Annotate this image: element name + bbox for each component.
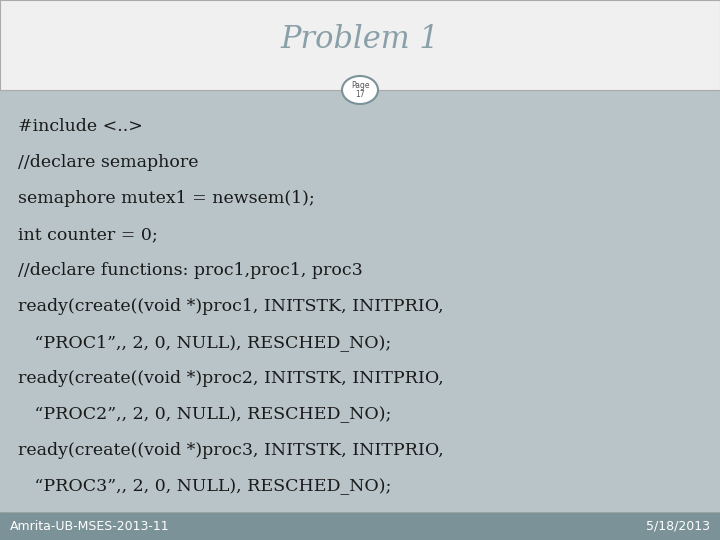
Text: 5/18/2013: 5/18/2013 [646, 519, 710, 532]
Text: “PROC1”,, 2, 0, NULL), RESCHED_NO);: “PROC1”,, 2, 0, NULL), RESCHED_NO); [18, 334, 391, 351]
Text: “PROC3”,, 2, 0, NULL), RESCHED_NO);: “PROC3”,, 2, 0, NULL), RESCHED_NO); [18, 478, 392, 495]
Text: #include <..>: #include <..> [18, 118, 143, 135]
Text: “PROC2”,, 2, 0, NULL), RESCHED_NO);: “PROC2”,, 2, 0, NULL), RESCHED_NO); [18, 406, 392, 423]
Bar [0, 512, 720, 540]
Text: semaphore mutex1 = newsem(1);: semaphore mutex1 = newsem(1); [18, 190, 315, 207]
Text: Page
17: Page 17 [351, 80, 369, 99]
Text: //declare semaphore: //declare semaphore [18, 154, 199, 171]
Text: ready(create((void *)proc1, INITSTK, INITPRIO,: ready(create((void *)proc1, INITSTK, INI… [18, 298, 444, 315]
Text: ready(create((void *)proc2, INITSTK, INITPRIO,: ready(create((void *)proc2, INITSTK, INI… [18, 370, 444, 387]
Bar [0, 0, 720, 90]
Text: Amrita-UB-MSES-2013-11: Amrita-UB-MSES-2013-11 [10, 519, 170, 532]
Text: int counter = 0;: int counter = 0; [18, 226, 158, 243]
Text: //declare functions: proc1,proc1, proc3: //declare functions: proc1,proc1, proc3 [18, 262, 363, 279]
Text: ready(create((void *)proc3, INITSTK, INITPRIO,: ready(create((void *)proc3, INITSTK, INI… [18, 442, 444, 459]
Ellipse shape [342, 76, 378, 104]
Bar [0, 0, 720, 90]
Text: Problem 1: Problem 1 [281, 24, 439, 56]
